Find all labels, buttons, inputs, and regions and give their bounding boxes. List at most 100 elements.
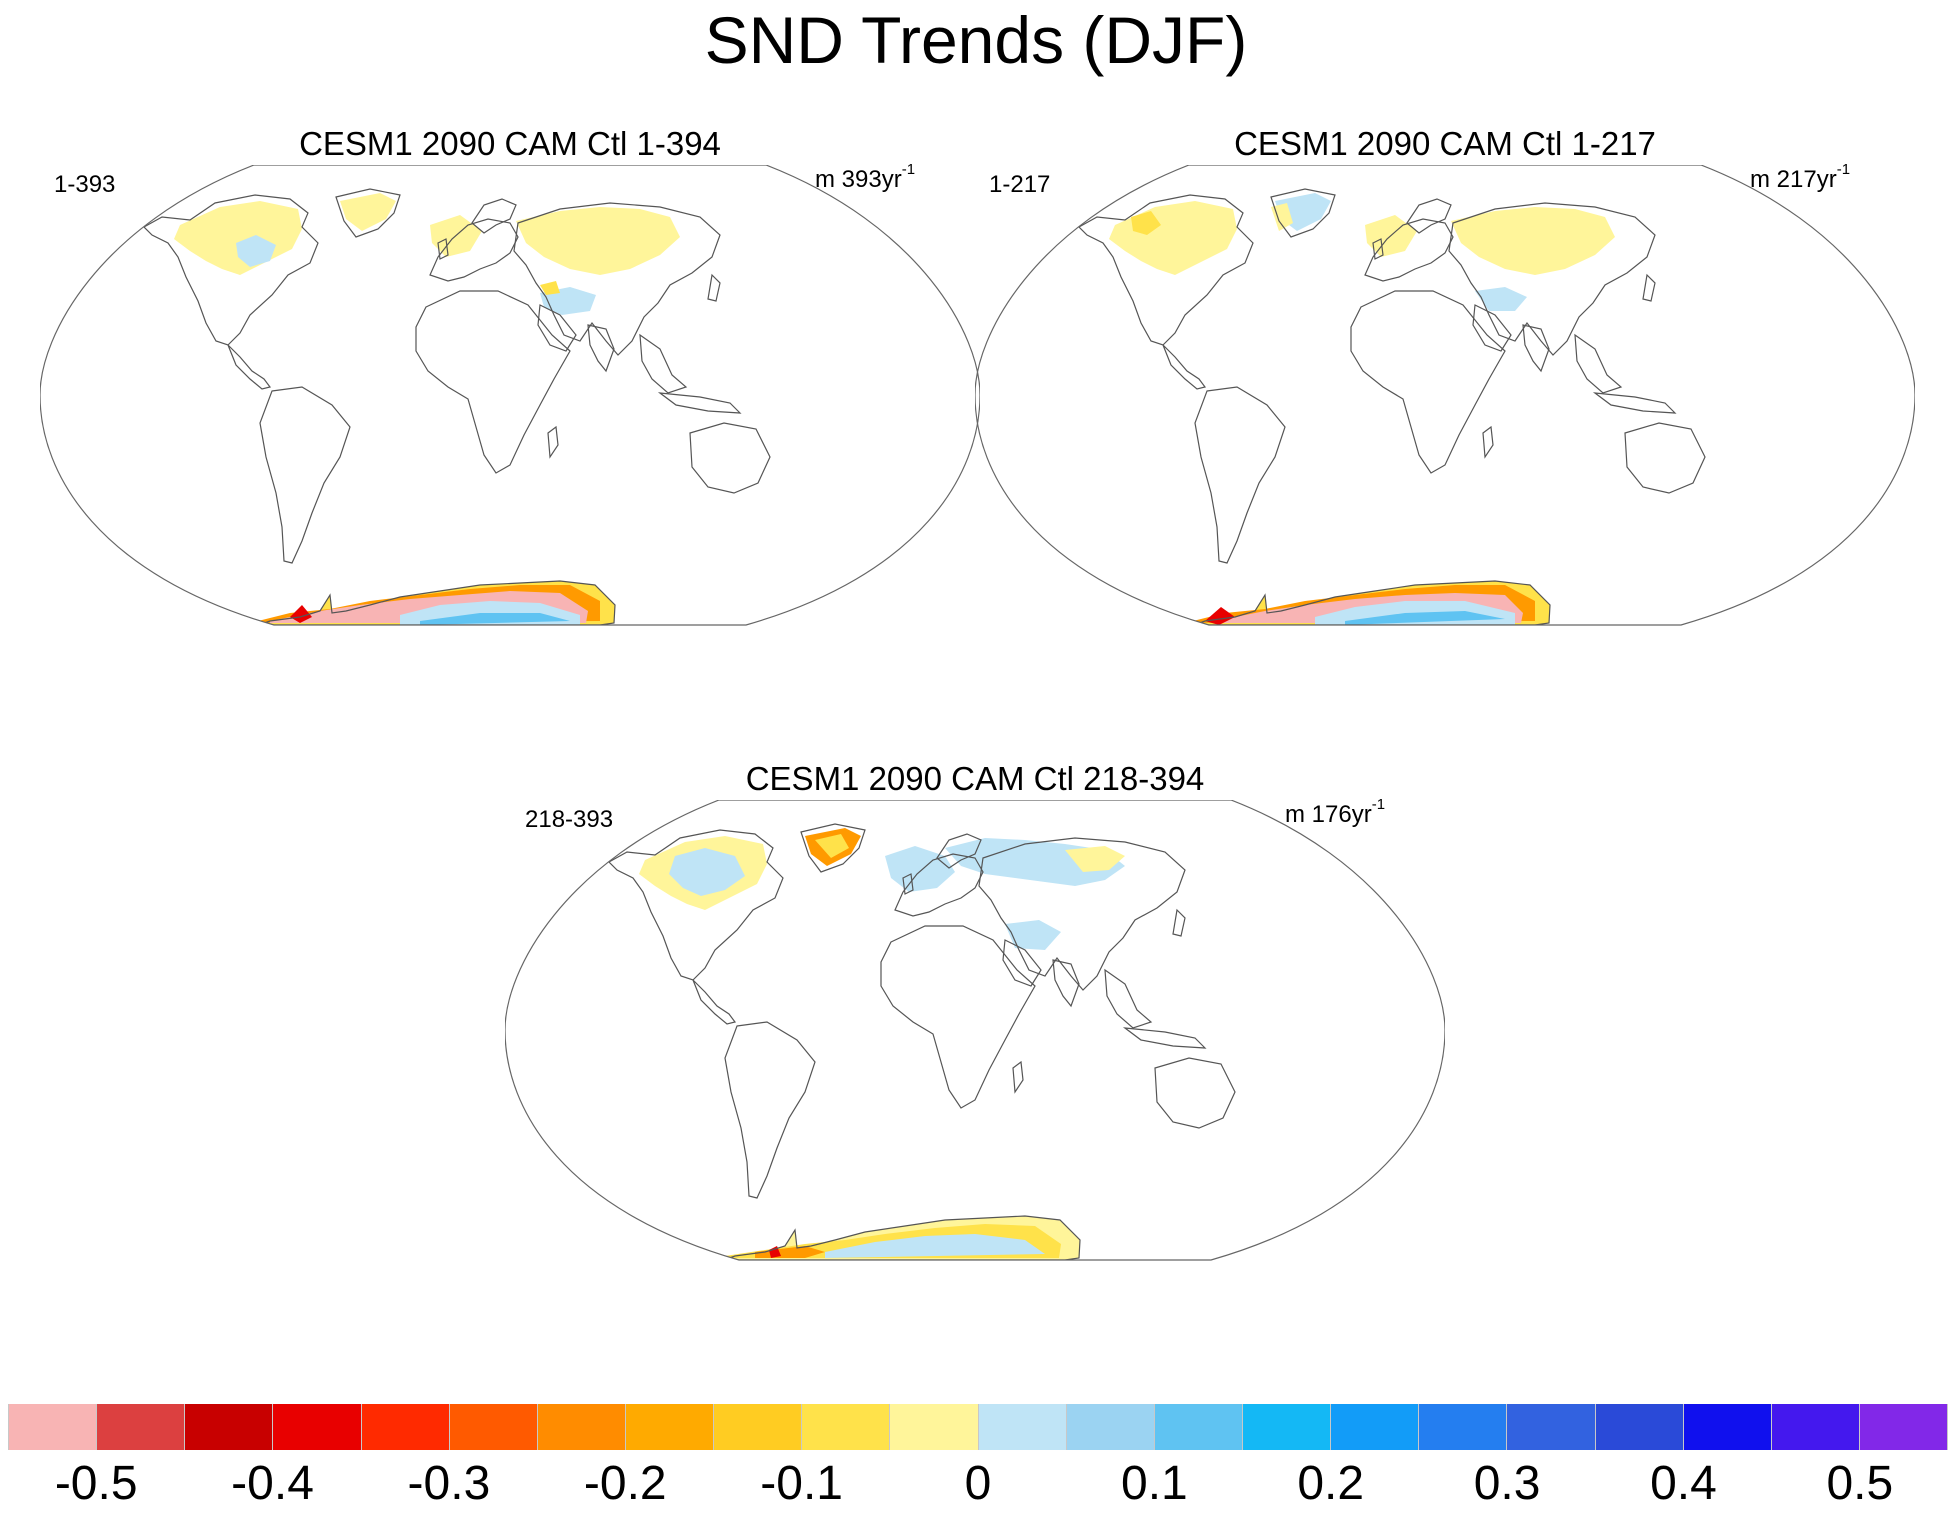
colorbar-tick-label: 0.1: [1120, 1457, 1188, 1510]
colorbar-tick-label: -0.4: [231, 1457, 314, 1510]
colorbar-box: [1331, 1404, 1420, 1450]
colorbar-box: [1683, 1404, 1772, 1450]
colorbar-tick-label: 0.5: [1826, 1457, 1894, 1510]
coastline-madagascar: [547, 425, 559, 459]
coastline-southAmerica: [259, 386, 351, 564]
coastline-centralAmerica: [692, 979, 737, 1025]
coastline-scandinavia: [471, 198, 517, 234]
figure-title: SND Trends (DJF): [704, 3, 1248, 77]
trend-fill: [885, 846, 955, 892]
colorbar-box: [1595, 1404, 1684, 1450]
trend-fill: [669, 848, 745, 896]
world-map: [975, 165, 1915, 626]
trend-fill: [1451, 207, 1615, 275]
map-boundary: [975, 165, 1915, 626]
coastline-europe: [894, 853, 984, 917]
panel-title: CESM1 2090 CAM Ctl 1-394: [299, 125, 721, 162]
colorbar-tick-label: -0.3: [407, 1457, 491, 1510]
colorbar-tick-label: -0.5: [54, 1457, 138, 1510]
colorbar-tick-label: 0.3: [1473, 1457, 1541, 1510]
coastline-asia: [1448, 202, 1656, 356]
coastline-seasia: [1574, 333, 1623, 394]
coastline-centralAmerica: [1162, 344, 1207, 390]
colorbar-box: [1859, 1404, 1949, 1450]
panel-left-label: 1-393: [54, 171, 116, 198]
coastline-europe: [429, 218, 519, 282]
colorbar-box: [1066, 1404, 1155, 1450]
map-panel-2: CESM1 2090 CAM Ctl 1-217 1-217 m 217yr-1: [975, 125, 1915, 735]
colorbar-box: [802, 1404, 891, 1450]
coastline-australia: [1624, 422, 1706, 494]
colorbar-box: [1419, 1404, 1508, 1450]
coastline-india: [1522, 324, 1550, 373]
colorbar-tick-label: -0.2: [583, 1457, 667, 1510]
antarctica-trend-fill: [420, 613, 570, 625]
trend-fill: [1475, 287, 1527, 311]
world-map: [40, 165, 980, 626]
coastline-scandinavia: [936, 833, 982, 869]
coastline-northAmerica: [1078, 194, 1254, 346]
coastline-madagascar: [1482, 425, 1494, 459]
coastline-australia: [689, 422, 771, 494]
coastline-indonesia: [1592, 392, 1677, 414]
coastline-india: [587, 324, 615, 373]
units-exponent: -1: [901, 161, 916, 178]
colorbar-box: [97, 1404, 186, 1450]
panel-left-label: 218-393: [525, 806, 614, 833]
coastline-india: [1052, 959, 1080, 1008]
antarctica-trend-fill: [825, 1234, 1045, 1258]
trend-fill: [1065, 846, 1125, 872]
trend-fill: [540, 281, 560, 295]
coastline-greenland: [1270, 188, 1336, 238]
coastline-asia: [513, 202, 721, 356]
coastline-seasia: [639, 333, 688, 394]
coastline-indonesia: [1122, 1027, 1207, 1049]
coastline-arabia: [537, 304, 577, 352]
coastline-arabia: [1472, 304, 1512, 352]
coastline-madagascar: [1012, 1060, 1024, 1094]
coastline-northAmerica: [608, 829, 784, 981]
coastline-africa: [415, 290, 571, 474]
map-panel-3: CESM1 2090 CAM Ctl 218-394 218-393 m 176…: [505, 760, 1445, 1370]
coastline-europe: [1364, 218, 1454, 282]
colorbar-box: [1771, 1404, 1860, 1450]
units-exponent: -1: [1836, 161, 1851, 178]
coastline-australia: [1154, 1057, 1236, 1129]
trend-fill: [1131, 211, 1161, 235]
coastline-scandinavia: [1406, 198, 1452, 234]
coastline-seasia: [1104, 968, 1153, 1029]
units-exponent: -1: [1371, 796, 1386, 813]
coastline-indonesia: [657, 392, 742, 414]
coastline-uk: [1372, 238, 1384, 260]
colorbar-box: [449, 1404, 538, 1450]
antarctica-trend-fill: [290, 605, 312, 623]
colorbar-box: [1242, 1404, 1332, 1450]
coastline-southAmerica: [724, 1021, 816, 1199]
panel-right-label: m 217yr-1: [1750, 161, 1850, 194]
coastline-greenland: [335, 188, 401, 238]
map-boundary: [505, 800, 1445, 1261]
antarctica-trend-fill: [769, 1246, 781, 1258]
map-boundary: [40, 165, 980, 626]
trend-fill: [340, 193, 396, 231]
panel-right-label: m 393yr-1: [815, 161, 915, 194]
panel-title: CESM1 2090 CAM Ctl 218-394: [745, 760, 1205, 797]
trend-fill: [1109, 201, 1237, 275]
coastline-northAmerica: [143, 194, 319, 346]
coastline-japan: [1642, 273, 1656, 302]
coastline-greenland: [800, 823, 866, 873]
coastline-africa: [1350, 290, 1506, 474]
colorbar-box: [273, 1404, 362, 1450]
coastline-asia: [978, 837, 1186, 991]
panel-title: CESM1 2090 CAM Ctl 1-217: [1234, 125, 1656, 162]
trend-fill: [1271, 203, 1293, 231]
trend-fill: [174, 201, 302, 275]
trend-fill: [516, 207, 680, 275]
units-text: m 217yr: [1750, 166, 1837, 193]
colorbar-box: [361, 1404, 450, 1450]
trend-fill: [1005, 920, 1061, 950]
colorbar-box: [714, 1404, 803, 1450]
colorbar-tick-label: 0: [964, 1457, 992, 1510]
coastline-japan: [1172, 908, 1186, 937]
coastline-southAmerica: [1194, 386, 1286, 564]
